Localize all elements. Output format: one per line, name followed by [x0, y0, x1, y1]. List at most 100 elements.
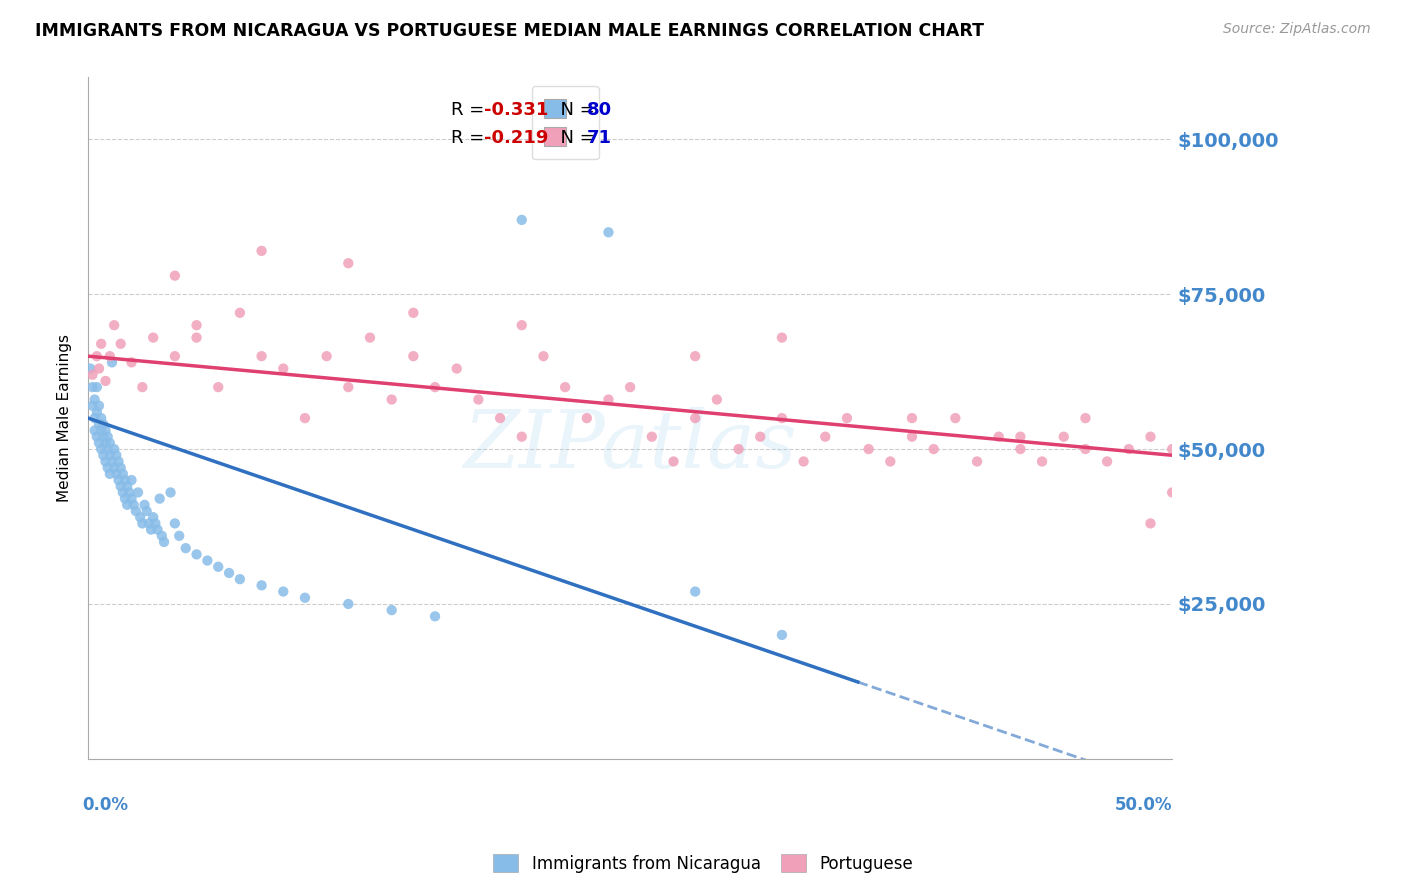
- Point: [770, 411, 793, 425]
- Point: [142, 510, 165, 524]
- Point: [142, 330, 165, 344]
- Point: [86, 430, 108, 444]
- Point: [97, 430, 120, 444]
- Point: [858, 442, 880, 456]
- Point: [510, 430, 533, 444]
- Point: [129, 510, 152, 524]
- Point: [174, 541, 197, 556]
- Point: [87, 399, 110, 413]
- Point: [94, 424, 117, 438]
- Point: [163, 268, 186, 283]
- Point: [107, 454, 129, 468]
- Point: [186, 330, 208, 344]
- Point: [793, 454, 815, 468]
- Point: [91, 448, 114, 462]
- Point: [107, 473, 129, 487]
- Point: [91, 430, 114, 444]
- Point: [101, 454, 124, 468]
- Point: [163, 516, 186, 531]
- Point: [706, 392, 728, 407]
- Point: [1118, 442, 1140, 456]
- Point: [127, 485, 149, 500]
- Point: [1053, 430, 1076, 444]
- Point: [125, 504, 148, 518]
- Point: [662, 454, 685, 468]
- Point: [359, 330, 381, 344]
- Point: [90, 442, 112, 456]
- Text: N =: N =: [548, 128, 600, 146]
- Point: [139, 523, 162, 537]
- Y-axis label: Median Male Earnings: Median Male Earnings: [58, 334, 72, 502]
- Point: [1010, 430, 1032, 444]
- Text: R =: R =: [451, 102, 491, 120]
- Point: [121, 355, 143, 369]
- Point: [86, 349, 108, 363]
- Point: [83, 392, 105, 407]
- Text: 71: 71: [586, 128, 612, 146]
- Point: [91, 417, 114, 432]
- Point: [167, 529, 190, 543]
- Point: [118, 485, 141, 500]
- Point: [114, 473, 136, 487]
- Point: [683, 411, 706, 425]
- Point: [619, 380, 641, 394]
- Point: [150, 529, 173, 543]
- Point: [1010, 442, 1032, 456]
- Point: [110, 479, 132, 493]
- Point: [683, 349, 706, 363]
- Point: [105, 467, 128, 481]
- Point: [337, 380, 360, 394]
- Point: [1095, 454, 1118, 468]
- Point: [835, 411, 858, 425]
- Point: [901, 411, 924, 425]
- Point: [943, 411, 966, 425]
- Point: [229, 306, 252, 320]
- Point: [489, 411, 512, 425]
- Point: [315, 349, 337, 363]
- Point: [1161, 442, 1184, 456]
- Point: [82, 368, 104, 382]
- Point: [110, 460, 132, 475]
- Point: [294, 591, 316, 605]
- Point: [423, 380, 446, 394]
- Point: [337, 597, 360, 611]
- Text: -0.219: -0.219: [484, 128, 548, 146]
- Point: [138, 516, 160, 531]
- Point: [90, 411, 112, 425]
- Point: [446, 361, 468, 376]
- Text: 0.0%: 0.0%: [83, 797, 129, 814]
- Point: [105, 448, 128, 462]
- Point: [90, 336, 112, 351]
- Text: R =: R =: [451, 128, 491, 146]
- Point: [122, 498, 145, 512]
- Point: [98, 467, 121, 481]
- Point: [86, 380, 108, 394]
- Point: [98, 349, 121, 363]
- Point: [121, 491, 143, 506]
- Point: [337, 256, 360, 270]
- Point: [533, 349, 555, 363]
- Point: [115, 498, 138, 512]
- Point: [115, 479, 138, 493]
- Point: [641, 430, 664, 444]
- Point: [814, 430, 837, 444]
- Point: [271, 584, 294, 599]
- Point: [94, 374, 117, 388]
- Point: [103, 460, 125, 475]
- Point: [381, 603, 404, 617]
- Point: [467, 392, 489, 407]
- Point: [1161, 485, 1184, 500]
- Point: [98, 448, 121, 462]
- Point: [111, 485, 134, 500]
- Point: [131, 516, 153, 531]
- Point: [197, 553, 219, 567]
- Point: [114, 491, 136, 506]
- Point: [770, 628, 793, 642]
- Point: [186, 548, 208, 562]
- Point: [207, 559, 229, 574]
- Point: [83, 424, 105, 438]
- Point: [110, 336, 132, 351]
- Point: [510, 213, 533, 227]
- Point: [218, 566, 240, 580]
- Text: 80: 80: [586, 102, 612, 120]
